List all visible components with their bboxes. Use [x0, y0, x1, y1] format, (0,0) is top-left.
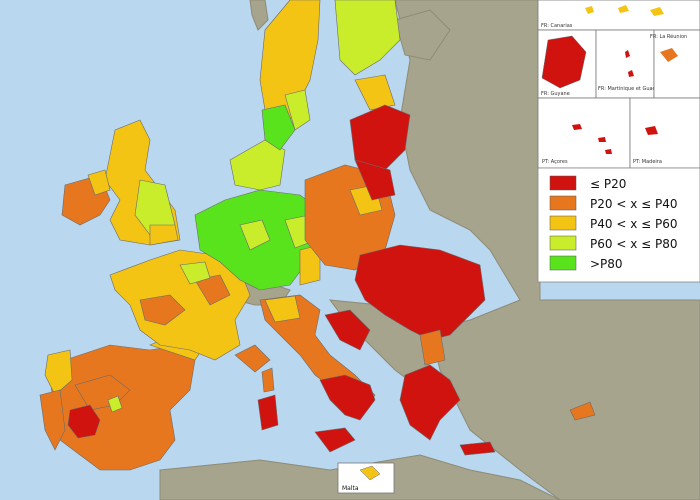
legend-items: ≤ P20 P20 < x ≤ P40 P40 < x ≤ P60 P60 < x ≤…: [549, 175, 677, 271]
legend-swatch: [549, 195, 577, 211]
eastern-europe-regions: [304, 104, 596, 456]
iberia-regions: [39, 329, 206, 471]
legend-label: >P80: [590, 257, 623, 271]
legend-label: ≤ P20: [590, 177, 626, 191]
inset-label-martinique: FR: Martinique et Guadeloupe: [598, 86, 673, 92]
legend-label: P60 < x ≤ P80: [590, 237, 677, 251]
inset-label-guyane: FR: Guyane: [541, 91, 570, 97]
legend-swatch: [549, 235, 577, 251]
italy-regions: [257, 294, 376, 453]
legend-swatch: [549, 175, 577, 191]
outermost-regions-insets: FR: Canarias FR: Guyane FR: Martinique e…: [537, 0, 700, 169]
inset-label-acores: PT: Açores: [542, 159, 568, 165]
inset-label-canarias: FR: Canarias: [541, 23, 573, 29]
inset-label-reunion: FR: La Réunion: [650, 33, 687, 40]
legend-label: P20 < x ≤ P40: [590, 197, 677, 211]
malta-inset: Malta: [337, 462, 395, 494]
malta-label: Malta: [342, 485, 359, 492]
france-regions: [109, 249, 271, 373]
inset-label-madeira: PT: Madeira: [633, 159, 662, 165]
legend-label: P40 < x ≤ P60: [590, 217, 677, 231]
british-isles-regions: [61, 119, 181, 246]
legend-swatch: [549, 215, 577, 231]
legend: ≤ P20 P20 < x ≤ P40 P40 < x ≤ P60 P60 < x ≤…: [537, 167, 700, 283]
scandinavia-regions: [259, 0, 401, 151]
legend-swatch: [549, 255, 577, 271]
central-west-regions: [194, 139, 321, 291]
